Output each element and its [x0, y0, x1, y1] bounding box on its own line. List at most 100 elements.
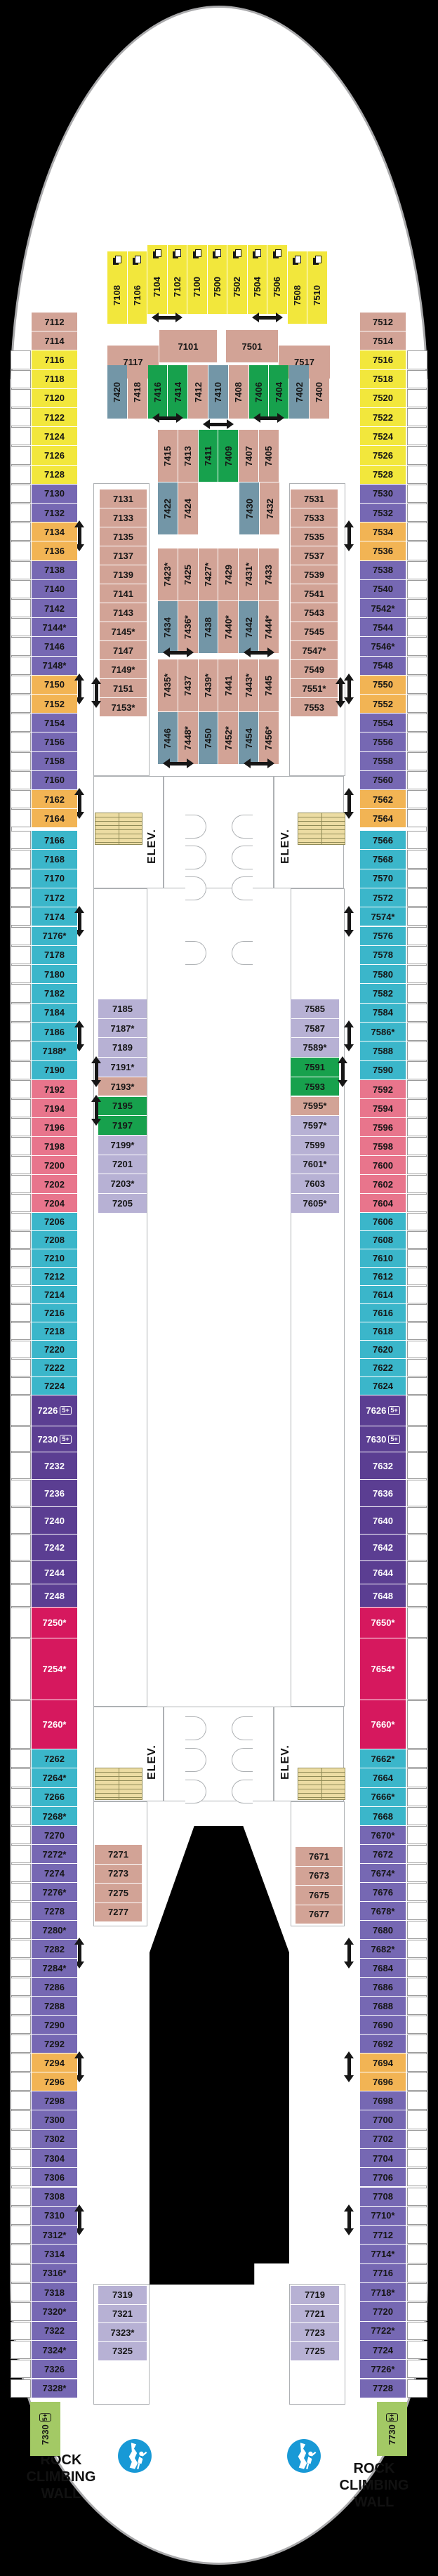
double-arrow-icon	[74, 905, 84, 937]
connecting-rooms-icon	[173, 249, 182, 258]
cabin-7244: 7244	[32, 1561, 77, 1584]
cabin-7320: 7320*	[32, 2302, 77, 2321]
cabin-7126: 7126	[32, 446, 77, 465]
balcony-cell	[11, 1175, 31, 1193]
balcony-cell	[407, 1608, 427, 1638]
cabin-7166: 7166	[32, 831, 77, 850]
cabin-7694: 7694	[360, 2053, 406, 2072]
cabin-7312: 7312*	[32, 2226, 77, 2245]
balcony-cell	[11, 1584, 31, 1607]
cabin-7260: 7260*	[32, 1700, 77, 1749]
balcony-cell	[407, 1826, 427, 1844]
cabin-7620: 7620	[360, 1341, 406, 1358]
cabin-7197: 7197	[98, 1116, 147, 1135]
cabin-7412: 7412	[188, 365, 208, 419]
cabin-7551: 7551*	[291, 679, 338, 697]
balcony-cell	[407, 1359, 427, 1376]
balcony-cell	[11, 2091, 31, 2110]
lifeboat-shape	[185, 941, 206, 965]
double-arrow-icon	[336, 677, 345, 708]
cabin-7100: 7100	[187, 245, 207, 314]
cabin-7599: 7599	[291, 1135, 339, 1155]
cabin-7644: 7644	[360, 1561, 406, 1584]
balcony-cell	[11, 1359, 31, 1376]
balcony-cell	[407, 2035, 427, 2053]
cabin-7114: 7114	[32, 331, 77, 350]
cabin-7591: 7591	[291, 1058, 339, 1077]
cabin-7153: 7153*	[100, 698, 147, 716]
cabin-7522: 7522	[360, 408, 406, 427]
double-arrow-icon	[344, 788, 354, 820]
cabin-7280: 7280*	[32, 1921, 77, 1939]
balcony-cell	[11, 1003, 31, 1022]
balcony-cell	[407, 732, 427, 751]
double-arrow-icon	[91, 677, 101, 708]
cabin-7456: 7456*	[259, 712, 279, 764]
balcony-cell	[407, 714, 427, 732]
cabin-7682: 7682*	[360, 1940, 406, 1958]
lifeboat-shape	[232, 1780, 253, 1803]
balcony-cell	[407, 465, 427, 484]
balcony-cell	[11, 2302, 31, 2321]
balcony-cell	[11, 1997, 31, 2015]
cabin-7596: 7596	[360, 1118, 406, 1136]
sleeps-5plus-badge: 5+	[60, 1406, 72, 1415]
cabin-7185: 7185	[98, 999, 147, 1018]
connecting-rooms-icon	[133, 256, 142, 265]
cabin-7722: 7722*	[360, 2321, 406, 2340]
balcony-cell	[407, 1194, 427, 1212]
cabin-7139: 7139	[100, 565, 147, 584]
cabin-7132: 7132	[32, 504, 77, 523]
cabin-7407: 7407	[239, 430, 258, 482]
balcony-cell	[11, 1213, 31, 1230]
balcony-cell	[11, 504, 31, 523]
cabin-7273: 7273	[95, 1864, 142, 1883]
cabin-7437: 7437	[178, 659, 198, 711]
cabin-7424: 7424	[178, 482, 198, 534]
cabin-7595: 7595*	[291, 1096, 339, 1116]
cabin-7666: 7666*	[360, 1787, 406, 1806]
balcony-cell	[11, 1268, 31, 1285]
balcony-cell	[11, 695, 31, 714]
cabin-7674: 7674*	[360, 1864, 406, 1882]
cabin-7206: 7206	[32, 1213, 77, 1230]
cabin-7420: 7420	[107, 365, 127, 419]
cabin-7214: 7214	[32, 1286, 77, 1303]
double-arrow-icon	[152, 313, 182, 322]
elevator-lobby-aft-center	[164, 1707, 274, 1801]
balcony-cell	[407, 965, 427, 984]
cabin-7441: 7441	[218, 659, 239, 711]
balcony-cell	[407, 1480, 427, 1506]
balcony-cell	[11, 618, 31, 637]
cabin-7692: 7692	[360, 2035, 406, 2053]
cabin-7160: 7160	[32, 770, 77, 789]
cabin-7430: 7430	[239, 482, 260, 534]
balcony-cell	[407, 888, 427, 907]
cabin-7668: 7668	[360, 1806, 406, 1826]
double-arrow-icon	[252, 313, 283, 322]
balcony-cell	[407, 2283, 427, 2302]
cabin-7728: 7728	[360, 2379, 406, 2398]
balcony-cell	[11, 1452, 31, 1479]
cabin-7208: 7208	[32, 1231, 77, 1249]
cabin-7158: 7158	[32, 751, 77, 770]
balcony-cell	[11, 1377, 31, 1395]
balcony-cell	[407, 1584, 427, 1607]
cabin-7677: 7677	[296, 1905, 343, 1924]
cabin-7518: 7518	[360, 369, 406, 388]
balcony-cell	[407, 1959, 427, 1977]
cabin-7408: 7408	[228, 365, 248, 419]
balcony-cell	[407, 2016, 427, 2034]
connecting-rooms-icon	[152, 249, 161, 258]
balcony-cell	[407, 1921, 427, 1939]
cabin-7605: 7605*	[291, 1194, 339, 1213]
cabin-7684: 7684	[360, 1959, 406, 1977]
cabin-7319: 7319	[98, 2286, 147, 2304]
balcony-cell	[11, 427, 31, 446]
cabin-7142: 7142	[32, 599, 77, 618]
rock-climbing-wall-label: WALL	[354, 2495, 394, 2510]
cabin-7124: 7124	[32, 427, 77, 446]
cabin-7318: 7318	[32, 2283, 77, 2302]
balcony-cell	[11, 1507, 31, 1534]
cabin-7594: 7594	[360, 1099, 406, 1117]
